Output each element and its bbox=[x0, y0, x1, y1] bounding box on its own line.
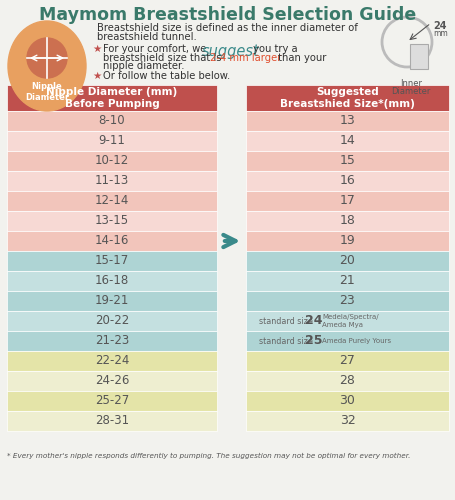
Bar bbox=[245, 411, 448, 431]
Bar bbox=[245, 231, 448, 251]
Text: 20: 20 bbox=[339, 254, 354, 268]
Bar bbox=[245, 391, 448, 411]
Text: Nipple
Diameter: Nipple Diameter bbox=[25, 82, 69, 102]
Bar bbox=[7, 251, 217, 271]
Text: Maymom Breastshield Selection Guide: Maymom Breastshield Selection Guide bbox=[39, 6, 416, 24]
Text: standard size: standard size bbox=[258, 316, 312, 326]
Text: Inner: Inner bbox=[399, 79, 421, 88]
Text: breastshield size that is: breastshield size that is bbox=[103, 52, 224, 62]
Text: 13: 13 bbox=[339, 114, 354, 128]
Text: Medela/Spectra/
Ameda Mya: Medela/Spectra/ Ameda Mya bbox=[321, 314, 378, 328]
Text: Or follow the table below.: Or follow the table below. bbox=[103, 72, 230, 82]
Bar bbox=[7, 331, 217, 351]
Text: 19-21: 19-21 bbox=[95, 294, 129, 308]
Text: nipple diameter.: nipple diameter. bbox=[103, 61, 184, 71]
Bar bbox=[7, 131, 217, 151]
Bar bbox=[245, 371, 448, 391]
Bar bbox=[7, 85, 217, 111]
FancyBboxPatch shape bbox=[409, 44, 427, 69]
Bar bbox=[7, 211, 217, 231]
Text: suggest: suggest bbox=[202, 44, 259, 59]
Text: 20-22: 20-22 bbox=[95, 314, 129, 328]
Text: ★: ★ bbox=[92, 44, 101, 54]
Text: Suggested
Breastshied Size*(mm): Suggested Breastshied Size*(mm) bbox=[279, 87, 414, 109]
Text: 27: 27 bbox=[339, 354, 354, 368]
Text: 17: 17 bbox=[339, 194, 354, 207]
Bar bbox=[7, 151, 217, 171]
Bar bbox=[7, 391, 217, 411]
Text: 32: 32 bbox=[339, 414, 354, 428]
Text: 9-11: 9-11 bbox=[98, 134, 125, 147]
Text: 12-14: 12-14 bbox=[95, 194, 129, 207]
Text: mm: mm bbox=[432, 29, 447, 38]
Text: For your comfort, we: For your comfort, we bbox=[103, 44, 209, 54]
Text: Nipple Diameter (mm)
Before Pumping: Nipple Diameter (mm) Before Pumping bbox=[46, 87, 177, 109]
Text: 2-4 mm larger: 2-4 mm larger bbox=[210, 52, 281, 62]
Text: 13-15: 13-15 bbox=[95, 214, 129, 228]
Text: 14-16: 14-16 bbox=[95, 234, 129, 248]
Text: breastshield tunnel.: breastshield tunnel. bbox=[97, 32, 196, 42]
Text: 16-18: 16-18 bbox=[95, 274, 129, 287]
Bar bbox=[7, 371, 217, 391]
Text: 28: 28 bbox=[339, 374, 354, 388]
Bar bbox=[7, 411, 217, 431]
Text: than your: than your bbox=[274, 52, 326, 62]
Text: standard size: standard size bbox=[258, 336, 312, 345]
Text: 14: 14 bbox=[339, 134, 354, 147]
Text: 18: 18 bbox=[339, 214, 354, 228]
Text: Breastshield size is defined as the inner diameter of: Breastshield size is defined as the inne… bbox=[97, 23, 357, 33]
Bar bbox=[245, 151, 448, 171]
Bar bbox=[245, 85, 448, 111]
Bar bbox=[245, 351, 448, 371]
Text: 22-24: 22-24 bbox=[95, 354, 129, 368]
Text: 11-13: 11-13 bbox=[95, 174, 129, 188]
Text: 30: 30 bbox=[339, 394, 354, 407]
Text: 10-12: 10-12 bbox=[95, 154, 129, 168]
Text: 16: 16 bbox=[339, 174, 354, 188]
Bar bbox=[7, 271, 217, 291]
Bar bbox=[7, 171, 217, 191]
Text: 24-26: 24-26 bbox=[95, 374, 129, 388]
Bar bbox=[245, 211, 448, 231]
Bar bbox=[245, 331, 448, 351]
Text: 19: 19 bbox=[339, 234, 354, 248]
Text: 24: 24 bbox=[304, 314, 322, 328]
Text: 21: 21 bbox=[339, 274, 354, 287]
Bar bbox=[7, 311, 217, 331]
Text: 25-27: 25-27 bbox=[95, 394, 129, 407]
Text: * Every mother's nipple responds differently to pumping. The suggestion may not : * Every mother's nipple responds differe… bbox=[7, 453, 410, 459]
Bar bbox=[245, 291, 448, 311]
Text: 8-10: 8-10 bbox=[98, 114, 125, 128]
Text: you try a: you try a bbox=[249, 44, 297, 54]
Text: 21-23: 21-23 bbox=[95, 334, 129, 347]
Bar bbox=[7, 351, 217, 371]
Text: 15: 15 bbox=[339, 154, 354, 168]
Text: 23: 23 bbox=[339, 294, 354, 308]
Text: 15-17: 15-17 bbox=[95, 254, 129, 268]
Text: ★: ★ bbox=[92, 72, 101, 82]
Bar bbox=[7, 191, 217, 211]
Bar bbox=[245, 271, 448, 291]
Circle shape bbox=[27, 38, 67, 78]
Ellipse shape bbox=[8, 21, 86, 111]
Bar bbox=[7, 111, 217, 131]
Bar bbox=[245, 131, 448, 151]
Bar bbox=[245, 111, 448, 131]
Bar bbox=[245, 171, 448, 191]
Text: 24: 24 bbox=[432, 21, 445, 31]
Text: Ameda Purely Yours: Ameda Purely Yours bbox=[321, 338, 390, 344]
Text: Diameter: Diameter bbox=[390, 87, 430, 96]
Bar bbox=[245, 311, 448, 331]
Text: 28-31: 28-31 bbox=[95, 414, 129, 428]
Bar bbox=[245, 191, 448, 211]
Bar bbox=[245, 251, 448, 271]
Bar bbox=[7, 291, 217, 311]
Bar bbox=[7, 231, 217, 251]
Text: 25: 25 bbox=[304, 334, 322, 347]
